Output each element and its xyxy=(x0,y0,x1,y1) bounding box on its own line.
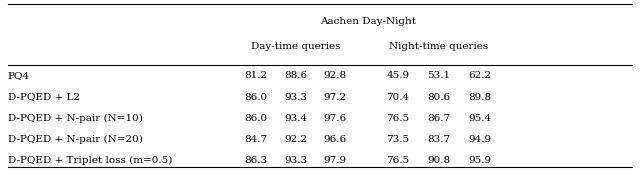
Text: 95.9: 95.9 xyxy=(468,156,492,165)
Text: PQ4: PQ4 xyxy=(8,71,30,80)
Text: 95.4: 95.4 xyxy=(468,114,492,123)
Text: Day-time queries: Day-time queries xyxy=(251,42,340,51)
Text: 96.6: 96.6 xyxy=(324,135,347,144)
Text: 80.6: 80.6 xyxy=(428,93,451,101)
Text: 86.0: 86.0 xyxy=(244,93,268,101)
Text: 73.5: 73.5 xyxy=(387,135,410,144)
Text: 97.2: 97.2 xyxy=(324,93,347,101)
Text: 97.9: 97.9 xyxy=(324,156,347,165)
Text: 86.3: 86.3 xyxy=(244,156,268,165)
Text: D-PQED + L2: D-PQED + L2 xyxy=(8,93,80,101)
Text: 62.2: 62.2 xyxy=(468,71,492,80)
Text: 84.7: 84.7 xyxy=(244,135,268,144)
Text: D-PQED + N-pair (N=10): D-PQED + N-pair (N=10) xyxy=(8,114,143,123)
Text: Aachen Day-Night: Aachen Day-Night xyxy=(320,17,416,26)
Text: 45.9: 45.9 xyxy=(387,71,410,80)
Text: 81.2: 81.2 xyxy=(244,71,268,80)
Text: 76.5: 76.5 xyxy=(387,156,410,165)
Text: 89.8: 89.8 xyxy=(468,93,492,101)
Text: 97.6: 97.6 xyxy=(324,114,347,123)
Text: 53.1: 53.1 xyxy=(428,71,451,80)
Text: 90.8: 90.8 xyxy=(428,156,451,165)
Text: 76.5: 76.5 xyxy=(387,114,410,123)
Text: 88.6: 88.6 xyxy=(284,71,307,80)
Text: 93.3: 93.3 xyxy=(284,156,307,165)
Text: 92.2: 92.2 xyxy=(284,135,307,144)
Text: 86.0: 86.0 xyxy=(244,114,268,123)
Text: 83.7: 83.7 xyxy=(428,135,451,144)
Text: Night-time queries: Night-time queries xyxy=(389,42,489,51)
Text: 93.4: 93.4 xyxy=(284,114,307,123)
Text: D-PQED + Triplet loss (m=0.5): D-PQED + Triplet loss (m=0.5) xyxy=(8,156,172,165)
Text: 86.7: 86.7 xyxy=(428,114,451,123)
Text: D-PQED + N-pair (N=20): D-PQED + N-pair (N=20) xyxy=(8,135,143,144)
Text: 70.4: 70.4 xyxy=(387,93,410,101)
Text: 94.9: 94.9 xyxy=(468,135,492,144)
Text: 92.8: 92.8 xyxy=(324,71,347,80)
Text: 93.3: 93.3 xyxy=(284,93,307,101)
